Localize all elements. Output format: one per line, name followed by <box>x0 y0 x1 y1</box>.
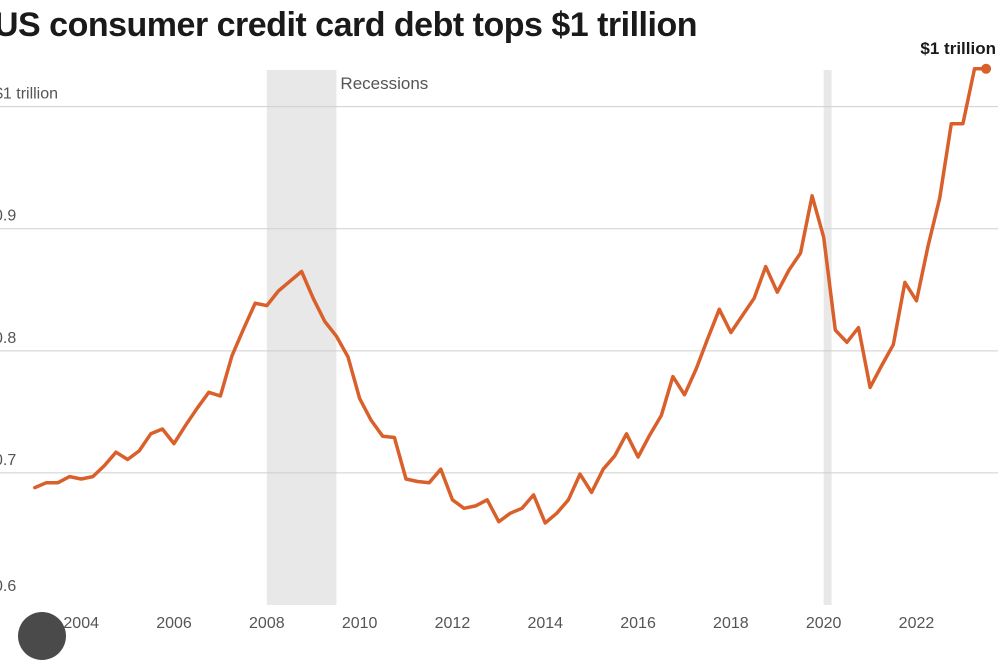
line-chart: 0.6 0.7 0.8 0.9 $1 trillion 2004 2006 2008 2010… <box>0 39 998 632</box>
x-tick-label: 2016 <box>620 615 656 632</box>
x-tick-label: 2006 <box>156 615 192 632</box>
y-tick-label: 0.6 <box>0 578 16 595</box>
x-tick-label: 2020 <box>806 615 842 632</box>
x-tick-label: 2018 <box>713 615 749 632</box>
x-tick-label: 2022 <box>899 615 935 632</box>
end-point-marker <box>981 63 992 74</box>
gridlines <box>0 106 998 474</box>
y-tick-label: 0.8 <box>0 330 16 347</box>
y-tick-label: 0.9 <box>0 208 16 225</box>
chart-title: US consumer credit card debt tops $1 tri… <box>0 6 698 44</box>
series-line <box>33 67 988 525</box>
x-tick-label: 2004 <box>63 615 99 632</box>
x-tick-label: 2012 <box>435 615 471 632</box>
corner-badge <box>18 612 66 660</box>
x-tick-label: 2010 <box>342 615 378 632</box>
y-axis-labels: 0.6 0.7 0.8 0.9 $1 trillion <box>0 86 58 595</box>
x-axis-labels: 2004 2006 2008 2010 2012 2014 2016 2018 2020 2022 <box>63 615 934 632</box>
recession-bands <box>266 70 832 605</box>
x-tick-label: 2014 <box>527 615 563 632</box>
end-point-label: $1 trillion <box>920 39 996 58</box>
y-tick-label: 0.7 <box>0 452 16 469</box>
recession-band-2 <box>823 70 832 605</box>
recessions-label: Recessions <box>340 74 428 93</box>
recession-band-1 <box>266 70 337 605</box>
x-tick-label: 2008 <box>249 615 285 632</box>
y-tick-label: $1 trillion <box>0 86 58 103</box>
